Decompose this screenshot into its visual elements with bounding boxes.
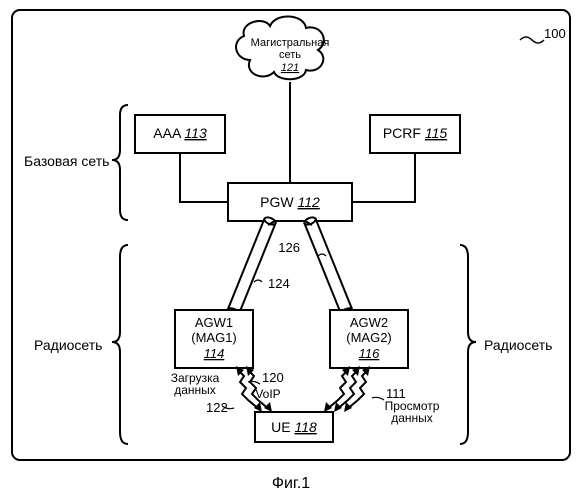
- ref-122: 122: [206, 400, 234, 415]
- node-ue: UE 118: [255, 412, 333, 442]
- core-label: Базовая сеть: [24, 153, 109, 169]
- pipe-pgw-agw1: [227, 216, 277, 317]
- pipe1-ref: 124: [254, 276, 290, 291]
- node-agw2: AGW2 (MAG2) 116: [330, 310, 408, 368]
- figure-ref: 100: [520, 26, 566, 43]
- backbone-label-1: Магистральная: [251, 37, 330, 49]
- backbone-id: 121: [281, 62, 299, 74]
- brace-core: Базовая сеть: [24, 105, 128, 220]
- figure-caption: Фиг.1: [272, 475, 310, 492]
- pgw-label: PGW: [260, 194, 294, 210]
- figure-ref-num: 100: [544, 26, 566, 41]
- label-zagruzka-2: данных: [174, 383, 216, 397]
- agw1-line2: (MAG1): [191, 330, 237, 345]
- svg-text:AAA 113: AAA 113: [153, 125, 207, 141]
- node-pcrf: PCRF 115: [370, 115, 460, 153]
- node-backbone: Магистральная сеть 121: [236, 16, 329, 79]
- svg-text:124: 124: [268, 276, 290, 291]
- pcrf-id: 115: [425, 125, 448, 141]
- pcrf-label: PCRF: [383, 125, 421, 141]
- pipe-pgw-agw2: [303, 216, 353, 317]
- node-pgw: PGW 112: [228, 183, 352, 221]
- agw1-id: 114: [204, 346, 225, 361]
- pgw-id: 112: [298, 194, 321, 210]
- ue-id: 118: [295, 419, 318, 435]
- ue-label: UE: [271, 419, 290, 435]
- agw2-id: 116: [359, 346, 380, 361]
- edge-pcrf-pgw: [352, 153, 415, 202]
- radio-label-right: Радиосеть: [484, 337, 552, 353]
- node-aaa: AAA 113: [135, 115, 225, 153]
- radio-label-left: Радиосеть: [34, 337, 102, 353]
- agw2-line2: (MAG2): [346, 330, 392, 345]
- svg-text:PGW 112: PGW 112: [260, 194, 320, 210]
- backbone-label-2: сеть: [279, 49, 301, 61]
- label-voip: VoIP: [255, 387, 280, 401]
- svg-text:120: 120: [262, 370, 284, 385]
- wireless-agw2-ue: [324, 366, 370, 412]
- agw1-line1: AGW1: [195, 315, 233, 330]
- svg-text:PCRF 115: PCRF 115: [383, 125, 448, 141]
- aaa-label: AAA: [153, 125, 182, 141]
- svg-text:122: 122: [206, 400, 228, 415]
- brace-radio-right: Радиосеть: [460, 245, 552, 444]
- svg-text:126: 126: [278, 240, 300, 255]
- edge-aaa-pgw: [180, 153, 228, 202]
- agw2-line1: AGW2: [350, 315, 388, 330]
- label-prosmotr-2: данных: [391, 411, 433, 425]
- brace-radio-left: Радиосеть: [34, 245, 128, 444]
- node-agw1: AGW1 (MAG1) 114: [175, 310, 253, 368]
- aaa-id: 113: [184, 125, 207, 141]
- svg-text:UE 118: UE 118: [271, 419, 317, 435]
